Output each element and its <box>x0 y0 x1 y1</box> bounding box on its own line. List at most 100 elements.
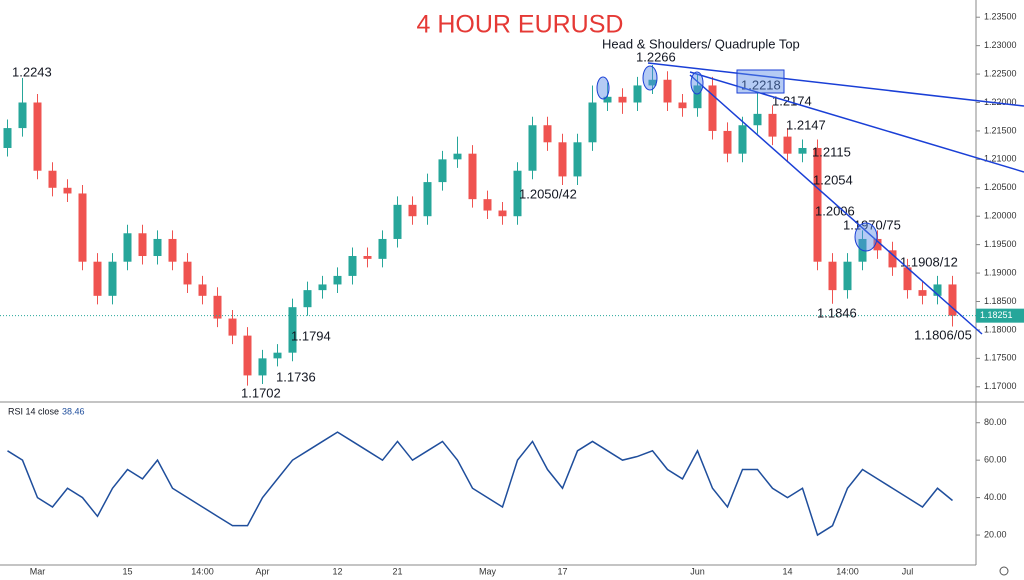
candle-body <box>558 142 567 177</box>
price-annotation: 1.2147 <box>786 117 826 132</box>
candle-body <box>648 79 657 86</box>
candle-body <box>63 187 72 194</box>
x-tick-label: May <box>479 566 497 576</box>
y-tick-label: 1.22500 <box>984 68 1017 78</box>
rsi-title: RSI 14 close <box>8 406 59 416</box>
candle-body <box>33 102 42 171</box>
y-tick-label: 1.19500 <box>984 239 1017 249</box>
price-annotation: 1.1846 <box>817 305 857 320</box>
candle-body <box>723 130 732 154</box>
price-annotation: 1.1736 <box>276 369 316 384</box>
y-tick-label: 1.18500 <box>984 296 1017 306</box>
candle-body <box>603 96 612 103</box>
candle-body <box>708 85 717 131</box>
y-tick-label: 1.21000 <box>984 154 1017 164</box>
price-annotation: 1.2006 <box>815 203 855 218</box>
candle-body <box>453 153 462 160</box>
candle-body <box>888 250 897 268</box>
candle-body <box>228 318 237 336</box>
highlight-circle <box>596 76 610 100</box>
y-tick-label: 60.00 <box>984 455 1007 465</box>
candle-body <box>903 267 912 291</box>
candle-body <box>3 128 12 148</box>
candle-body <box>828 261 837 291</box>
candle-body <box>798 147 807 154</box>
candle-body <box>318 284 327 291</box>
price-annotation: 1.1702 <box>241 385 281 400</box>
candle-body <box>918 290 927 296</box>
candle-body <box>363 256 372 259</box>
candle-body <box>18 102 27 129</box>
y-tick-label: 80.00 <box>984 417 1007 427</box>
x-tick-label: 14:00 <box>191 566 214 576</box>
candle-body <box>528 125 537 171</box>
candle-body <box>948 284 957 316</box>
candle-body <box>483 199 492 211</box>
candle-body <box>543 125 552 143</box>
trend-line <box>647 62 1024 107</box>
candle-body <box>843 261 852 291</box>
candle-body <box>738 125 747 154</box>
chart-subtitle: Head & Shoulders/ Quadruple Top <box>602 36 800 51</box>
price-annotation: 1.2266 <box>636 49 676 64</box>
candle-body <box>618 96 627 103</box>
price-annotation: 1.2218 <box>741 77 781 92</box>
candle-body <box>663 79 672 103</box>
candle-body <box>213 295 222 319</box>
rsi-value: 38.46 <box>62 406 85 416</box>
candle-body <box>498 210 507 217</box>
price-annotation: 1.2174 <box>772 93 812 108</box>
candle-body <box>78 193 87 262</box>
chart-title: 4 HOUR EURUSD <box>417 11 624 39</box>
y-tick-label: 40.00 <box>984 492 1007 502</box>
candle-body <box>873 238 882 251</box>
candle-body <box>573 142 582 177</box>
candle-body <box>768 113 777 137</box>
price-annotation: 1.2054 <box>813 172 853 187</box>
x-tick-label: Jul <box>902 566 914 576</box>
x-tick-label: Apr <box>255 566 269 576</box>
highlight-circle <box>854 222 878 252</box>
x-tick-label: 14 <box>782 566 792 576</box>
candle-body <box>423 182 432 217</box>
y-tick-label: 1.18000 <box>984 324 1017 334</box>
y-tick-label: 1.22000 <box>984 97 1017 107</box>
candle-body <box>123 233 132 262</box>
candle-body <box>393 204 402 239</box>
y-tick-label: 1.17500 <box>984 353 1017 363</box>
y-tick-label: 1.19000 <box>984 267 1017 277</box>
candle-body <box>258 358 267 376</box>
candle-body <box>933 284 942 296</box>
price-annotation: 1.1806/05 <box>914 327 972 342</box>
candle-body <box>48 170 57 188</box>
candle-body <box>168 238 177 262</box>
candle-body <box>813 147 822 262</box>
candle-body <box>333 275 342 285</box>
price-annotation: 1.2243 <box>12 64 52 79</box>
settings-icon[interactable] <box>999 566 1009 576</box>
price-annotation: 1.1794 <box>291 328 331 343</box>
candle-body <box>243 335 252 376</box>
candle-body <box>753 113 762 126</box>
candle-body <box>198 284 207 296</box>
candle-body <box>783 136 792 154</box>
y-tick-label: 1.21500 <box>984 125 1017 135</box>
candle-body <box>303 290 312 308</box>
candle-body <box>273 352 282 359</box>
candle-body <box>513 170 522 217</box>
y-tick-label: 1.23500 <box>984 12 1017 22</box>
candle-body <box>588 102 597 143</box>
candle-body <box>153 238 162 257</box>
candle-body <box>93 261 102 296</box>
candle-body <box>633 85 642 103</box>
x-tick-label: 17 <box>557 566 567 576</box>
candle-body <box>408 204 417 217</box>
candle-body <box>378 238 387 259</box>
candle-body <box>183 261 192 285</box>
highlight-circle <box>642 65 658 91</box>
price-annotation: 1.1908/12 <box>900 254 958 269</box>
candle-body <box>438 159 447 183</box>
x-tick-label: Mar <box>30 566 46 576</box>
